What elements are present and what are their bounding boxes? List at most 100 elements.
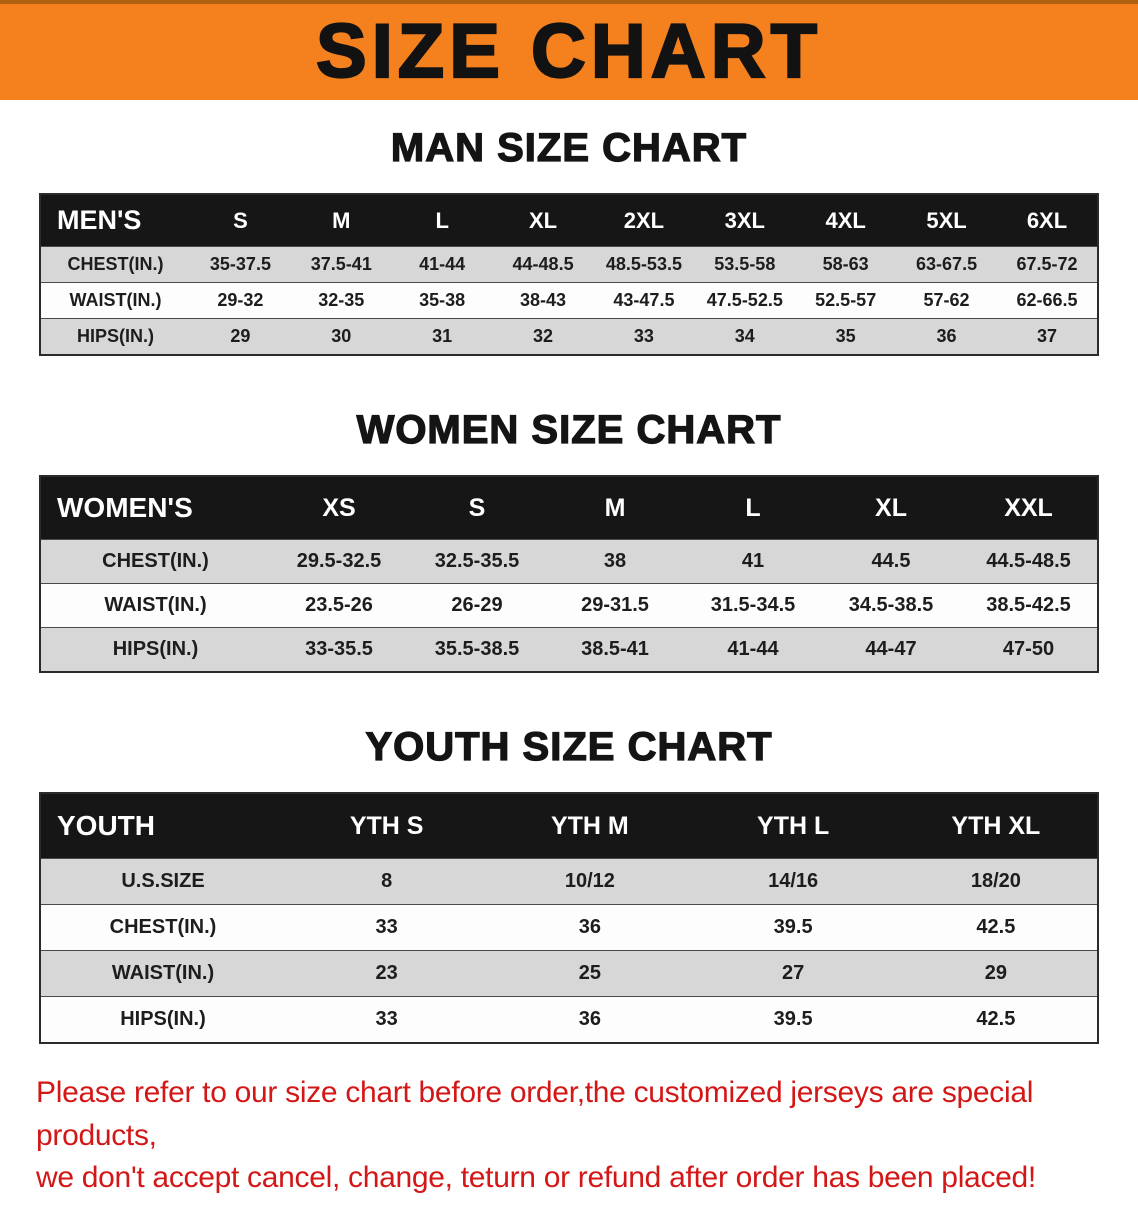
header-row: YOUTH YTH S YTH M YTH L YTH XL bbox=[40, 793, 1098, 859]
size-value-cell: 44-47 bbox=[865, 638, 917, 660]
size-column-header: XS bbox=[270, 476, 408, 540]
size-value-cell: 67.5-72 bbox=[1016, 254, 1078, 274]
men-size-table: MEN'S S M L XL 2XL 3XL 4XL 5XL 6XL CHEST(IN.) 35-3… bbox=[39, 193, 1099, 356]
youth-size-section: YOUTH SIZE CHART YOUTH YTH S YTH M YTH L YTH… bbox=[0, 724, 1138, 1044]
men-section-title: MAN SIZE CHART bbox=[390, 125, 748, 170]
footer-note-line1: Please refer to our size chart before or… bbox=[36, 1076, 1034, 1152]
banner-title: SIZE CHART bbox=[315, 9, 822, 94]
size-value-cell: 41-44 bbox=[419, 254, 466, 274]
size-value-cell: 62-66.5 bbox=[1016, 290, 1078, 310]
table-row: CHEST(IN.) 29.5-32.5 32.5-35.5 38 41 44.5 44.5… bbox=[40, 539, 1098, 584]
row-label: U.S.SIZE bbox=[121, 870, 205, 892]
size-value-cell: 18/20 bbox=[970, 870, 1021, 892]
size-column-header: 6XL bbox=[997, 194, 1098, 247]
header-row: WOMEN'S XS S M L XL XXL bbox=[40, 476, 1098, 540]
header-row: MEN'S S M L XL 2XL 3XL 4XL 5XL 6XL bbox=[40, 194, 1098, 247]
table-row: CHEST(IN.) 33 36 39.5 42.5 bbox=[40, 904, 1098, 951]
size-value-cell: 42.5 bbox=[976, 916, 1016, 938]
size-value-cell: 29.5-32.5 bbox=[296, 550, 382, 572]
banner: SIZE CHART bbox=[0, 0, 1138, 100]
size-value-cell: 44.5 bbox=[871, 550, 911, 572]
size-column-header: 2XL bbox=[593, 194, 695, 247]
table-corner-label: MEN'S bbox=[40, 194, 190, 247]
size-value-cell: 35 bbox=[835, 326, 856, 346]
table-row: HIPS(IN.) 33 36 39.5 42.5 bbox=[40, 996, 1098, 1043]
size-value-cell: 33-35.5 bbox=[305, 638, 373, 660]
women-section-title: WOMEN SIZE CHART bbox=[356, 407, 782, 452]
table-row: WAIST(IN.) 23.5-26 26-29 29-31.5 31.5-34.5 34… bbox=[40, 583, 1098, 628]
size-value-cell: 35.5-38.5 bbox=[434, 638, 520, 660]
youth-size-table: YOUTH YTH S YTH M YTH L YTH XL U.S.SIZE 8 10/1… bbox=[39, 792, 1099, 1044]
size-value-cell: 38 bbox=[603, 550, 627, 572]
size-column-header: L bbox=[684, 476, 822, 540]
size-value-cell: 33 bbox=[375, 916, 398, 938]
size-value-cell: 29-32 bbox=[217, 290, 264, 310]
size-value-cell: 33 bbox=[375, 1008, 398, 1030]
footer-note: Please refer to our size chart before or… bbox=[36, 1072, 1120, 1200]
row-label: WAIST(IN.) bbox=[104, 594, 207, 616]
size-value-cell: 30 bbox=[331, 326, 352, 346]
size-value-cell: 32.5-35.5 bbox=[434, 550, 520, 572]
size-value-cell: 36 bbox=[936, 326, 957, 346]
size-value-cell: 41-44 bbox=[727, 638, 779, 660]
youth-table-header: YOUTH YTH S YTH M YTH L YTH XL bbox=[40, 793, 1098, 859]
size-value-cell: 36 bbox=[578, 1008, 601, 1030]
size-value-cell: 47.5-52.5 bbox=[706, 290, 783, 310]
size-value-cell: 23.5-26 bbox=[305, 594, 373, 616]
table-corner-label: YOUTH bbox=[40, 793, 285, 859]
youth-section-title: YOUTH SIZE CHART bbox=[365, 724, 773, 769]
size-value-cell: 10/12 bbox=[564, 870, 615, 892]
size-value-cell: 34.5-38.5 bbox=[848, 594, 934, 616]
size-value-cell: 39.5 bbox=[773, 916, 813, 938]
size-value-cell: 32-35 bbox=[318, 290, 365, 310]
size-column-header: 3XL bbox=[694, 194, 796, 247]
size-column-header: L bbox=[391, 194, 493, 247]
size-value-cell: 57-62 bbox=[923, 290, 970, 310]
size-column-header: YTH L bbox=[691, 793, 895, 859]
size-column-header: YTH XL bbox=[894, 793, 1098, 859]
table-row: U.S.SIZE 8 10/12 14/16 18/20 bbox=[40, 858, 1098, 905]
size-value-cell: 52.5-57 bbox=[815, 290, 877, 310]
size-column-header: S bbox=[190, 194, 291, 247]
size-value-cell: 41 bbox=[741, 550, 765, 572]
size-column-header: 4XL bbox=[795, 194, 897, 247]
table-row: HIPS(IN.) 29 30 31 32 33 34 35 36 37 bbox=[40, 318, 1098, 355]
size-value-cell: 14/16 bbox=[768, 870, 819, 892]
men-size-section: MAN SIZE CHART MEN'S S M L XL 2XL 3XL 4XL 5XL 6XL… bbox=[0, 125, 1138, 356]
row-label: CHEST(IN.) bbox=[109, 916, 217, 938]
size-column-header: M bbox=[546, 476, 684, 540]
table-row: CHEST(IN.) 35-37.5 37.5-41 41-44 44-48.5 48.5… bbox=[40, 246, 1098, 283]
women-size-section: WOMEN SIZE CHART WOMEN'S XS S M L XL XXL CHEST… bbox=[0, 407, 1138, 673]
size-value-cell: 42.5 bbox=[976, 1008, 1016, 1030]
youth-table-body: U.S.SIZE 8 10/12 14/16 18/20 CHEST(IN.) 33 36 39… bbox=[40, 858, 1098, 1043]
size-value-cell: 35-37.5 bbox=[209, 254, 271, 274]
size-value-cell: 38-43 bbox=[520, 290, 567, 310]
row-label: HIPS(IN.) bbox=[120, 1008, 206, 1030]
size-value-cell: 37.5-41 bbox=[310, 254, 372, 274]
size-value-cell: 58-63 bbox=[822, 254, 869, 274]
size-column-header: XL bbox=[492, 194, 594, 247]
size-value-cell: 37 bbox=[1036, 326, 1058, 346]
row-label: HIPS(IN.) bbox=[76, 326, 154, 346]
row-label: WAIST(IN.) bbox=[69, 290, 162, 310]
size-value-cell: 29 bbox=[230, 326, 251, 346]
size-column-header: XL bbox=[822, 476, 960, 540]
size-column-header: XXL bbox=[960, 476, 1098, 540]
size-column-header: S bbox=[408, 476, 546, 540]
size-value-cell: 44-48.5 bbox=[512, 254, 574, 274]
men-table-body: CHEST(IN.) 35-37.5 37.5-41 41-44 44-48.5 48.5… bbox=[40, 246, 1098, 355]
size-value-cell: 33 bbox=[633, 326, 654, 346]
size-value-cell: 47-50 bbox=[1002, 638, 1055, 660]
size-column-header: YTH S bbox=[285, 793, 489, 859]
size-value-cell: 31 bbox=[432, 326, 453, 346]
size-value-cell: 38.5-42.5 bbox=[986, 594, 1071, 616]
size-column-header: M bbox=[290, 194, 392, 247]
size-value-cell: 43-47.5 bbox=[613, 290, 675, 310]
size-value-cell: 32 bbox=[533, 326, 554, 346]
size-value-cell: 36 bbox=[578, 916, 601, 938]
size-value-cell: 35-38 bbox=[419, 290, 466, 310]
men-table-header: MEN'S S M L XL 2XL 3XL 4XL 5XL 6XL bbox=[40, 194, 1098, 247]
table-row: HIPS(IN.) 33-35.5 35.5-38.5 38.5-41 41-44 44-… bbox=[40, 627, 1098, 672]
size-value-cell: 26-29 bbox=[451, 594, 503, 616]
size-value-cell: 34 bbox=[734, 326, 755, 346]
